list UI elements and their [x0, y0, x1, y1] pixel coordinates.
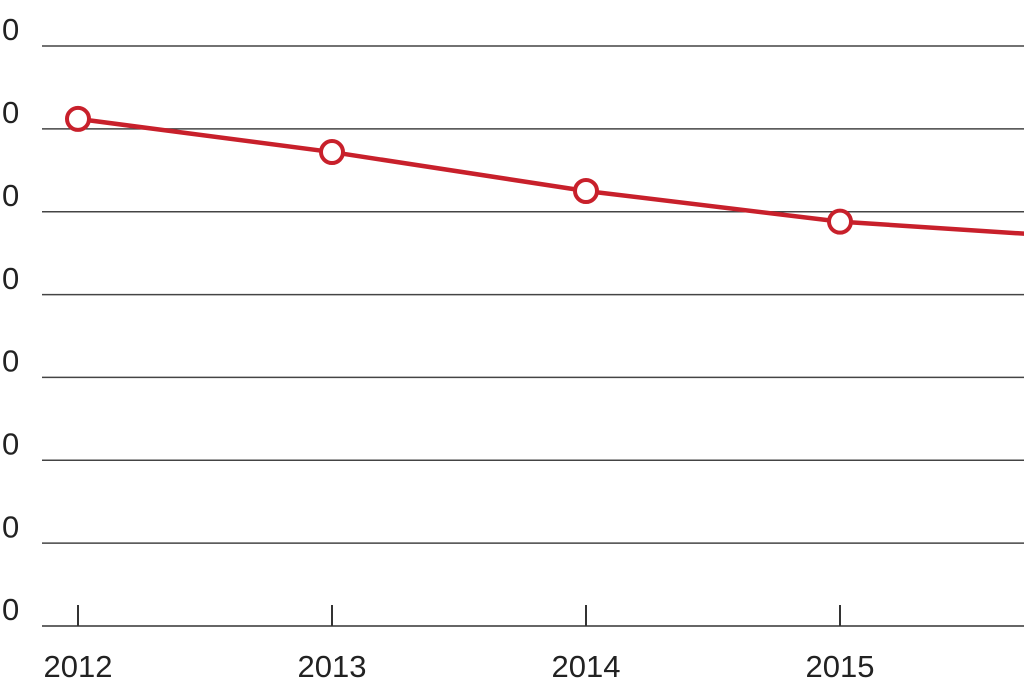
y-tick-label: 0	[2, 261, 19, 296]
data-point	[827, 208, 853, 235]
x-tick-label: 2015	[806, 649, 875, 684]
y-tick-label: 0	[2, 426, 19, 461]
data-line	[77, 116, 1024, 236]
y-tick-label: 0	[2, 12, 19, 47]
x-tick-label: 2014	[552, 649, 621, 684]
y-tick-label: 0	[2, 178, 19, 213]
data-point	[573, 178, 599, 204]
data-point	[65, 105, 91, 132]
data-point	[319, 139, 345, 166]
x-tick-label: 2012	[44, 649, 113, 684]
y-tick-label: 0	[2, 344, 19, 379]
x-tick-label: 2013	[298, 649, 367, 684]
y-tick-label: 0	[2, 95, 19, 130]
y-tick-label: 0	[2, 509, 19, 544]
y-tick-label: 0	[2, 592, 19, 627]
